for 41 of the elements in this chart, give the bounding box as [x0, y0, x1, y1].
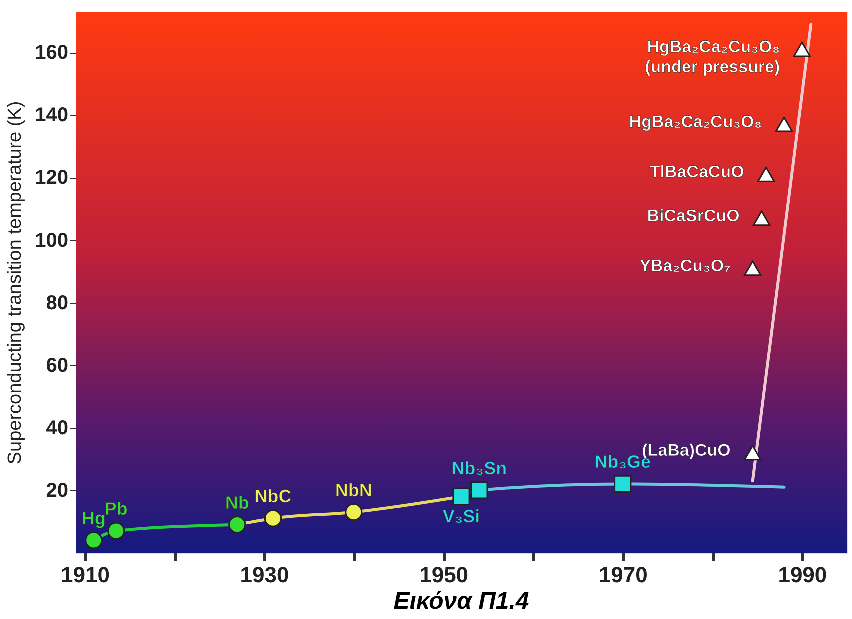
y-tick-label: 20 [46, 480, 68, 502]
annotation: NbN [335, 480, 372, 500]
y-tick-label: 160 [35, 42, 68, 64]
point [758, 166, 776, 182]
point [108, 522, 126, 540]
annotation: YBa₂Cu₃O₇ [640, 256, 732, 276]
annotation: NbC [254, 486, 292, 507]
annotation: V₃Si [442, 506, 480, 527]
x-tick-label: 1950 [420, 562, 469, 588]
annotation: Nb₃Sn [452, 458, 508, 478]
y-tick-label: 80 [46, 292, 68, 314]
point [452, 488, 470, 506]
annotation: Hg [82, 508, 106, 528]
y-tick-label: 120 [35, 167, 68, 190]
point [470, 482, 488, 500]
annotation: Nb [225, 492, 250, 513]
x-tick-label: 1910 [60, 562, 110, 588]
text: Εικόνα Π1.4 [394, 588, 530, 615]
y-tick-label: 60 [46, 354, 68, 377]
point [744, 260, 762, 276]
y-tick-label: 40 [46, 417, 68, 440]
point [228, 516, 246, 534]
y-axis-title: Superconducting transition temperature (K) [5, 101, 26, 465]
x-tick-label: 1930 [240, 562, 290, 588]
x-tick-label: 1970 [598, 562, 648, 588]
annotation: HgBa₂Ca₂Cu₃O₈ [629, 112, 762, 132]
point [85, 532, 103, 550]
point [614, 475, 632, 494]
annotation: HgBa₂Ca₂Cu₃O₈ (under pressure) [645, 38, 780, 77]
point [793, 42, 811, 58]
point [753, 210, 771, 226]
annotation: BiCaSrCuO [647, 206, 740, 226]
point [775, 116, 794, 132]
point [264, 510, 282, 528]
annotation: Pb [104, 499, 128, 520]
point [744, 445, 762, 461]
x-tick-label: 1990 [778, 562, 828, 588]
y-tick-label: 140 [35, 104, 68, 127]
point [345, 504, 363, 522]
annotation: TlBaCaCuO [650, 162, 744, 182]
y-tick-label: 100 [35, 230, 68, 252]
